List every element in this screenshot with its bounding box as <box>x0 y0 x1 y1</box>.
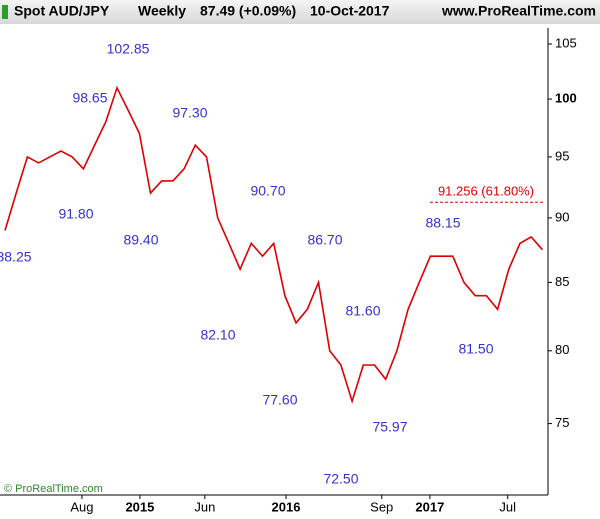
y-tick-label: 105 <box>555 35 577 50</box>
y-tick-label: 95 <box>555 148 569 163</box>
price-annotation: 88.15 <box>425 215 460 231</box>
header-icon <box>2 5 8 19</box>
x-tick-label: 2015 <box>125 499 154 514</box>
fib-label: 91.256 (61.80%) <box>438 184 534 199</box>
price-annotation: 97.30 <box>172 105 207 121</box>
period: Weekly <box>138 3 186 19</box>
x-tick-label: Aug <box>70 499 93 514</box>
price-annotation: 90.70 <box>250 183 285 199</box>
y-tick-label: 100 <box>555 90 577 105</box>
price-annotation: 86.70 <box>307 232 342 248</box>
source: www.ProRealTime.com <box>441 3 596 19</box>
chart-title: Spot AUD/JPY <box>14 3 110 19</box>
x-tick-label: Jun <box>194 499 215 514</box>
price-annotation: 72.50 <box>323 471 358 487</box>
x-tick-label: Sep <box>370 499 393 514</box>
price-annotation: 102.85 <box>107 41 150 57</box>
price-annotation: 81.50 <box>458 341 493 357</box>
price-annotation: 75.97 <box>372 419 407 435</box>
footer: © ProRealTime.com <box>4 483 103 495</box>
price-annotation: 98.65 <box>72 90 107 106</box>
y-tick-label: 85 <box>555 274 569 289</box>
price-annotation: 81.60 <box>345 303 380 319</box>
x-tick-label: Jul <box>499 499 516 514</box>
price-annotation: 82.10 <box>200 327 235 343</box>
header-bar <box>0 0 600 24</box>
price-line <box>4 85 544 405</box>
last-price: 87.49 (+0.09%) <box>200 3 296 19</box>
price-annotation: 91.80 <box>58 206 93 222</box>
price-annotation: 88.25 <box>0 249 32 265</box>
y-tick-label: 90 <box>555 209 569 224</box>
price-annotation: 77.60 <box>262 392 297 408</box>
x-tick-label: 2017 <box>415 499 444 514</box>
date: 10-Oct-2017 <box>310 3 390 19</box>
price-annotation: 89.40 <box>123 232 158 248</box>
y-tick-label: 75 <box>555 415 569 430</box>
y-tick-label: 80 <box>555 342 569 357</box>
x-tick-label: 2016 <box>272 499 301 514</box>
